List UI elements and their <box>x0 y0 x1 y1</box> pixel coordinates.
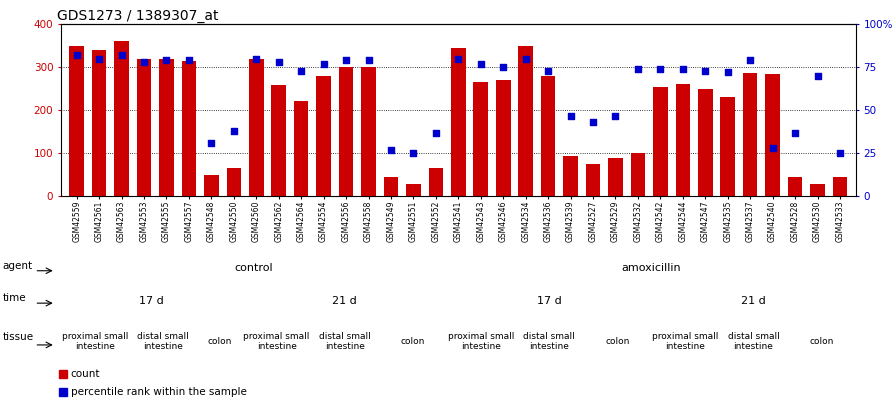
Bar <box>316 76 331 196</box>
Point <box>586 119 600 126</box>
Bar <box>339 67 353 196</box>
Text: GDS1273 / 1389307_at: GDS1273 / 1389307_at <box>57 9 219 23</box>
Point <box>159 57 174 64</box>
Point <box>653 66 668 72</box>
Bar <box>832 177 848 196</box>
Bar <box>765 74 780 196</box>
Bar <box>361 67 375 196</box>
Text: agent: agent <box>3 261 33 271</box>
Point <box>383 147 398 153</box>
Text: colon: colon <box>208 337 232 346</box>
Text: time: time <box>3 293 27 303</box>
Bar <box>653 87 668 196</box>
Text: control: control <box>235 263 273 273</box>
Point <box>271 59 286 66</box>
Point <box>788 130 802 136</box>
Bar <box>451 48 466 196</box>
Point <box>339 57 353 64</box>
Point <box>564 112 578 119</box>
Bar <box>271 85 286 196</box>
Bar <box>676 84 690 196</box>
Text: amoxicillin: amoxicillin <box>622 263 681 273</box>
Point <box>720 69 735 76</box>
Text: 21 d: 21 d <box>741 296 766 306</box>
Point <box>676 66 690 72</box>
Text: 17 d: 17 d <box>140 296 164 306</box>
Text: proximal small
intestine: proximal small intestine <box>244 332 310 351</box>
Point <box>92 55 107 62</box>
Bar <box>720 98 735 196</box>
Point <box>204 140 219 146</box>
Bar <box>69 46 84 196</box>
Text: proximal small
intestine: proximal small intestine <box>652 332 719 351</box>
Point <box>406 150 420 157</box>
Text: distal small
intestine: distal small intestine <box>319 332 371 351</box>
Bar <box>698 89 712 196</box>
Bar <box>428 168 444 196</box>
Bar <box>383 177 398 196</box>
Text: colon: colon <box>401 337 425 346</box>
Point <box>765 145 780 151</box>
Text: distal small
intestine: distal small intestine <box>137 332 189 351</box>
Point <box>519 55 533 62</box>
Point <box>115 52 129 59</box>
Point <box>294 68 308 74</box>
Point <box>541 68 556 74</box>
Point <box>474 61 488 67</box>
Point <box>70 52 84 59</box>
Bar <box>473 82 488 196</box>
Bar <box>406 183 421 196</box>
Text: count: count <box>71 369 100 379</box>
Point <box>452 55 466 62</box>
Bar <box>249 59 263 196</box>
Text: tissue: tissue <box>3 333 34 343</box>
Bar <box>788 177 802 196</box>
Bar <box>91 50 107 196</box>
Text: proximal small
intestine: proximal small intestine <box>448 332 514 351</box>
Text: 17 d: 17 d <box>537 296 562 306</box>
Text: colon: colon <box>809 337 834 346</box>
Text: distal small
intestine: distal small intestine <box>728 332 780 351</box>
Bar <box>541 76 556 196</box>
Point <box>743 57 757 64</box>
Bar <box>519 46 533 196</box>
Text: distal small
intestine: distal small intestine <box>523 332 575 351</box>
Point <box>227 128 241 134</box>
Bar <box>608 158 623 196</box>
Bar <box>743 73 757 196</box>
Bar <box>586 164 600 196</box>
Point <box>182 57 196 64</box>
Point <box>608 112 623 119</box>
Bar <box>227 168 241 196</box>
Bar <box>810 183 825 196</box>
Point <box>832 150 847 157</box>
Bar <box>159 59 174 196</box>
Point <box>316 61 331 67</box>
Bar <box>115 40 129 196</box>
Point <box>361 57 375 64</box>
Text: percentile rank within the sample: percentile rank within the sample <box>71 387 246 397</box>
Bar <box>495 80 511 196</box>
Bar <box>137 59 151 196</box>
Point <box>496 64 511 70</box>
Point <box>249 55 263 62</box>
Text: proximal small
intestine: proximal small intestine <box>62 332 128 351</box>
Text: 21 d: 21 d <box>332 296 358 306</box>
Bar <box>204 175 219 196</box>
Point <box>137 59 151 66</box>
Bar <box>631 153 645 196</box>
Point <box>698 68 712 74</box>
Text: colon: colon <box>605 337 630 346</box>
Point <box>810 73 824 79</box>
Point <box>428 130 443 136</box>
Bar <box>564 156 578 196</box>
Bar <box>182 61 196 196</box>
Bar <box>294 101 308 196</box>
Point <box>631 66 645 72</box>
